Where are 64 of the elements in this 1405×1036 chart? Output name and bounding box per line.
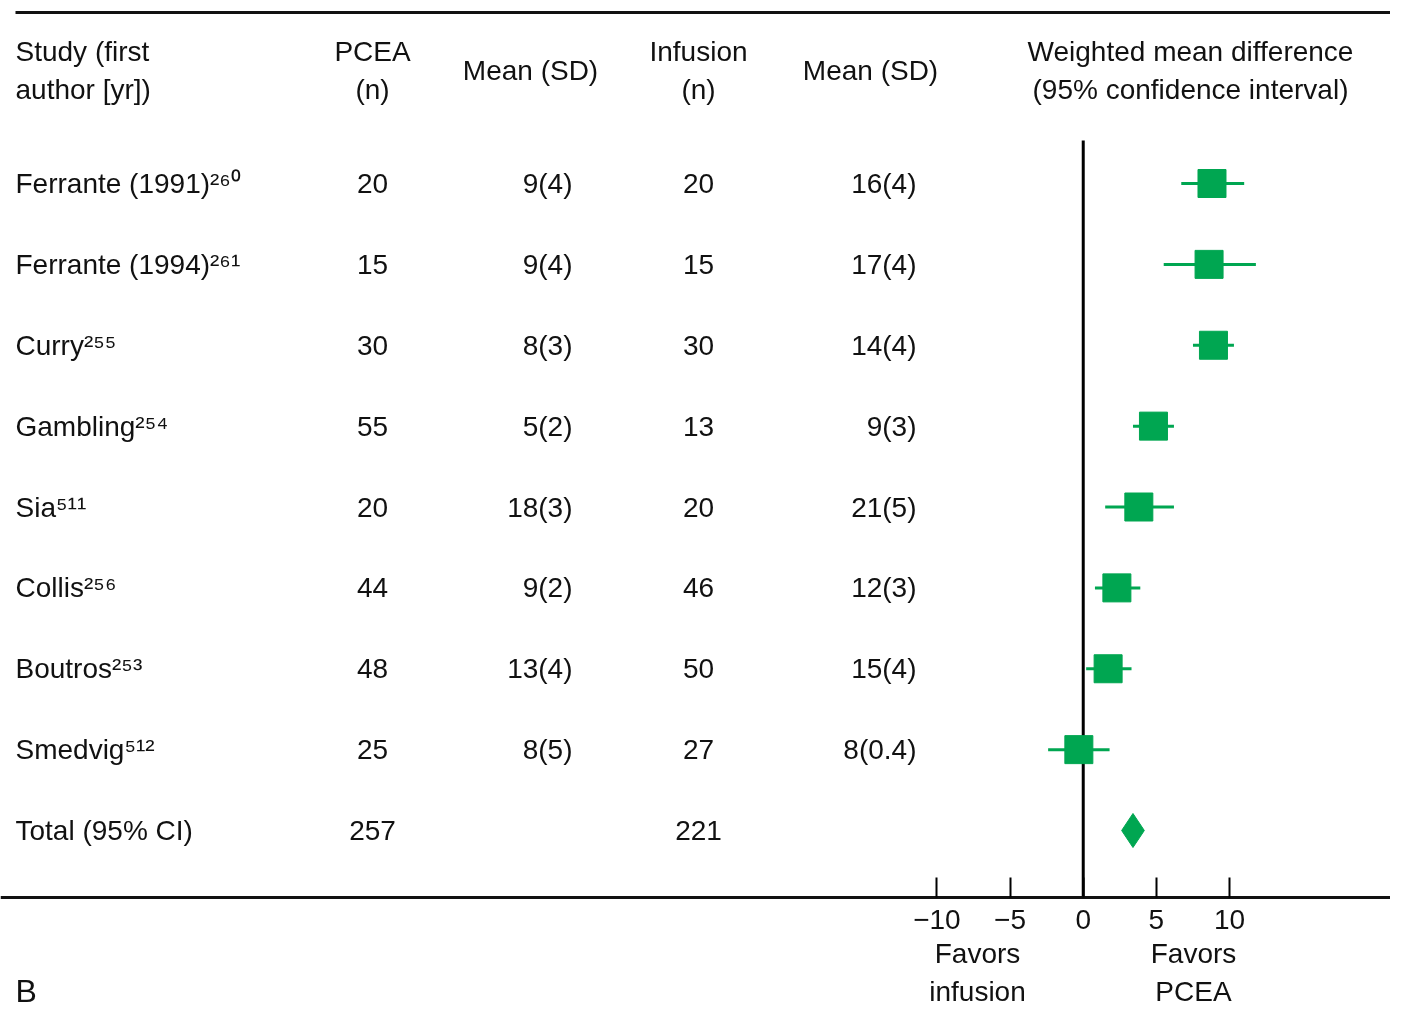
point bbox=[1124, 492, 1154, 522]
x-tick-label: −5 bbox=[994, 903, 1027, 935]
annotation: 15 bbox=[356, 248, 389, 280]
text: PCEA (n) bbox=[334, 36, 411, 105]
annotation: 12(3) bbox=[851, 572, 917, 604]
y-tick-label: Boutros²⁵³ bbox=[15, 653, 143, 685]
y-tick-label: Ferrante (1991)²⁶⁰ bbox=[15, 168, 241, 199]
annotation: 9(2) bbox=[522, 572, 573, 604]
text: Mean (SD) bbox=[802, 55, 939, 86]
annotation: 20 bbox=[356, 491, 389, 523]
annotation: 8(3) bbox=[522, 329, 573, 361]
annotation: 20 bbox=[356, 168, 389, 199]
x-tick-label: −10 bbox=[913, 903, 961, 935]
annotation: 15 bbox=[682, 248, 715, 280]
y-tick-label: Collis²⁵⁶ bbox=[15, 572, 117, 604]
annotation: 15(4) bbox=[851, 653, 917, 685]
annotation: 44 bbox=[356, 572, 389, 604]
point bbox=[1197, 169, 1227, 198]
y-tick-label: Total (95% CI) bbox=[15, 815, 193, 846]
text: Infusion (n) bbox=[649, 36, 748, 105]
annotation: 13(4) bbox=[507, 653, 573, 685]
annotation: 27 bbox=[682, 734, 715, 766]
point bbox=[1138, 411, 1168, 441]
annotation: 50 bbox=[682, 653, 715, 685]
text: B bbox=[15, 972, 37, 1009]
text: Favors PCEA bbox=[1150, 938, 1237, 1007]
annotation: 8(0.4) bbox=[843, 734, 917, 766]
annotation: 17(4) bbox=[851, 248, 917, 280]
x-tick-label: 0 bbox=[1075, 903, 1092, 935]
annotation: 55 bbox=[356, 410, 389, 442]
annotation: 30 bbox=[356, 329, 389, 361]
annotation: 9(3) bbox=[866, 410, 917, 442]
text: Study (first author [yr]) bbox=[15, 36, 151, 105]
annotation: 21(5) bbox=[851, 491, 917, 523]
annotation: 20 bbox=[682, 491, 715, 523]
text: Favors infusion bbox=[929, 938, 1026, 1007]
annotation: 14(4) bbox=[851, 329, 917, 361]
annotation: 30 bbox=[682, 329, 715, 361]
annotation: 257 bbox=[349, 815, 396, 846]
point bbox=[1198, 330, 1228, 360]
point bbox=[1064, 735, 1094, 765]
annotation: 20 bbox=[682, 168, 715, 199]
text: Weighted mean difference (95% confidence interval) bbox=[1027, 36, 1354, 105]
annotation: 221 bbox=[675, 815, 722, 846]
y-tick-label: Ferrante (1994)²⁶¹ bbox=[15, 248, 241, 280]
annotation: 46 bbox=[682, 572, 715, 604]
annotation: 8(5) bbox=[522, 734, 573, 766]
annotation: 5(2) bbox=[522, 410, 573, 442]
annotation: 18(3) bbox=[507, 491, 573, 523]
x-tick-label: 10 bbox=[1213, 903, 1246, 935]
x-tick-label: 5 bbox=[1148, 903, 1165, 935]
annotation: 48 bbox=[356, 653, 389, 685]
point bbox=[1194, 249, 1224, 279]
point bbox=[1093, 654, 1123, 684]
annotation: 25 bbox=[356, 734, 389, 766]
annotation: 16(4) bbox=[851, 168, 917, 199]
annotation: 13 bbox=[682, 410, 715, 442]
annotation: 9(4) bbox=[522, 168, 573, 199]
y-tick-label: Gambling²⁵⁴ bbox=[15, 410, 169, 442]
y-tick-label: Smedvig⁵¹² bbox=[15, 734, 155, 766]
text: Mean (SD) bbox=[462, 55, 599, 86]
y-tick-label: Curry²⁵⁵ bbox=[15, 329, 117, 361]
annotation: 9(4) bbox=[522, 248, 573, 280]
y-tick-label: Sia⁵¹¹ bbox=[15, 491, 87, 523]
